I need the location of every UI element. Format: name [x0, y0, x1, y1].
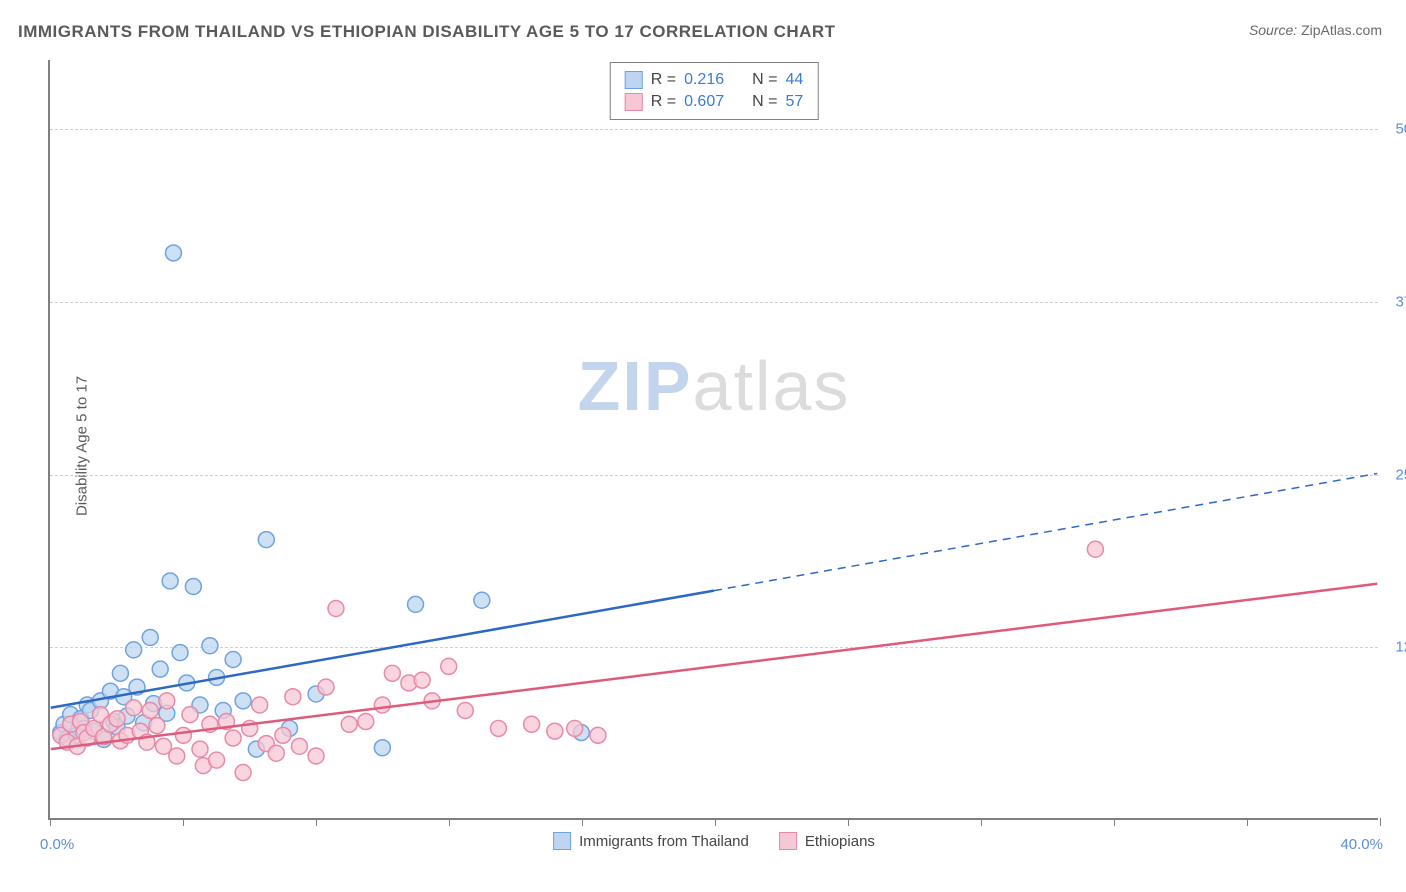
data-point-ethiopians [126, 700, 142, 716]
x-tick [582, 818, 583, 826]
plot-svg [50, 60, 1378, 818]
x-tick [449, 818, 450, 826]
x-tick [316, 818, 317, 826]
data-point-ethiopians [252, 697, 268, 713]
legend-swatch [625, 71, 643, 89]
data-point-thailand [112, 665, 128, 681]
x-tick [715, 818, 716, 826]
data-point-thailand [474, 592, 490, 608]
data-point-ethiopians [225, 730, 241, 746]
data-point-ethiopians [235, 765, 251, 781]
y-tick-label: 37.5% [1383, 293, 1406, 310]
legend-swatch [625, 93, 643, 111]
source-value: ZipAtlas.com [1301, 22, 1382, 38]
legend-swatch [779, 832, 797, 850]
x-tick [981, 818, 982, 826]
data-point-ethiopians [149, 718, 165, 734]
source-attribution: Source: ZipAtlas.com [1249, 22, 1382, 38]
legend-series-label: Immigrants from Thailand [579, 833, 749, 850]
data-point-ethiopians [159, 693, 175, 709]
data-point-thailand [185, 578, 201, 594]
trendline-thailand [51, 591, 714, 708]
n-label: N = [752, 93, 777, 111]
data-point-thailand [162, 573, 178, 589]
r-value: 0.216 [684, 71, 724, 89]
data-point-ethiopians [567, 720, 583, 736]
data-point-ethiopians [318, 679, 334, 695]
x-tick [183, 818, 184, 826]
data-point-ethiopians [285, 689, 301, 705]
legend-correlation: R = 0.216 N = 44 R = 0.607 N = 57 [610, 62, 819, 120]
data-point-thailand [202, 638, 218, 654]
chart-container: IMMIGRANTS FROM THAILAND VS ETHIOPIAN DI… [0, 0, 1406, 892]
legend-series-label: Ethiopians [805, 833, 875, 850]
r-value: 0.607 [684, 93, 724, 111]
x-tick-label-max: 40.0% [1340, 836, 1383, 853]
trendline-dashed-thailand [714, 473, 1377, 590]
legend-series-item: Ethiopians [779, 832, 875, 850]
data-point-ethiopians [457, 703, 473, 719]
data-point-thailand [165, 245, 181, 261]
data-point-ethiopians [524, 716, 540, 732]
plot-area: ZIPatlas R = 0.216 N = 44 R = 0.607 N = … [48, 60, 1378, 820]
data-point-thailand [374, 740, 390, 756]
legend-swatch [553, 832, 571, 850]
data-point-ethiopians [328, 601, 344, 617]
y-tick-label: 25.0% [1383, 466, 1406, 483]
y-tick-label: 50.0% [1383, 121, 1406, 138]
chart-title: IMMIGRANTS FROM THAILAND VS ETHIOPIAN DI… [18, 22, 836, 42]
legend-series-item: Immigrants from Thailand [553, 832, 749, 850]
data-point-ethiopians [109, 711, 125, 727]
data-point-ethiopians [169, 748, 185, 764]
data-point-thailand [172, 645, 188, 661]
data-point-ethiopians [358, 714, 374, 730]
r-label: R = [651, 93, 676, 111]
source-label: Source: [1249, 22, 1297, 38]
data-point-ethiopians [275, 727, 291, 743]
data-point-ethiopians [384, 665, 400, 681]
x-tick [848, 818, 849, 826]
data-point-ethiopians [308, 748, 324, 764]
x-tick [1247, 818, 1248, 826]
data-point-thailand [408, 596, 424, 612]
data-point-ethiopians [268, 745, 284, 761]
data-point-thailand [258, 532, 274, 548]
data-point-ethiopians [291, 738, 307, 754]
data-point-ethiopians [142, 703, 158, 719]
trendline-ethiopians [51, 584, 1378, 749]
data-point-ethiopians [192, 741, 208, 757]
x-tick [1380, 818, 1381, 826]
data-point-ethiopians [182, 707, 198, 723]
y-tick-label: 12.5% [1383, 639, 1406, 656]
data-point-ethiopians [209, 752, 225, 768]
data-point-ethiopians [414, 672, 430, 688]
data-point-ethiopians [341, 716, 357, 732]
data-point-thailand [126, 642, 142, 658]
legend-correlation-row: R = 0.216 N = 44 [625, 69, 804, 91]
r-label: R = [651, 71, 676, 89]
data-point-ethiopians [1087, 541, 1103, 557]
data-point-ethiopians [490, 720, 506, 736]
data-point-ethiopians [590, 727, 606, 743]
data-point-ethiopians [175, 727, 191, 743]
data-point-thailand [225, 652, 241, 668]
data-point-ethiopians [547, 723, 563, 739]
x-tick [50, 818, 51, 826]
data-point-thailand [142, 629, 158, 645]
n-value: 57 [785, 93, 803, 111]
x-tick [1114, 818, 1115, 826]
data-point-ethiopians [374, 697, 390, 713]
legend-correlation-row: R = 0.607 N = 57 [625, 91, 804, 113]
data-point-thailand [152, 661, 168, 677]
data-point-ethiopians [441, 658, 457, 674]
x-tick-label-min: 0.0% [40, 836, 74, 853]
n-value: 44 [785, 71, 803, 89]
data-point-thailand [235, 693, 251, 709]
legend-series: Immigrants from Thailand Ethiopians [553, 832, 875, 850]
n-label: N = [752, 71, 777, 89]
